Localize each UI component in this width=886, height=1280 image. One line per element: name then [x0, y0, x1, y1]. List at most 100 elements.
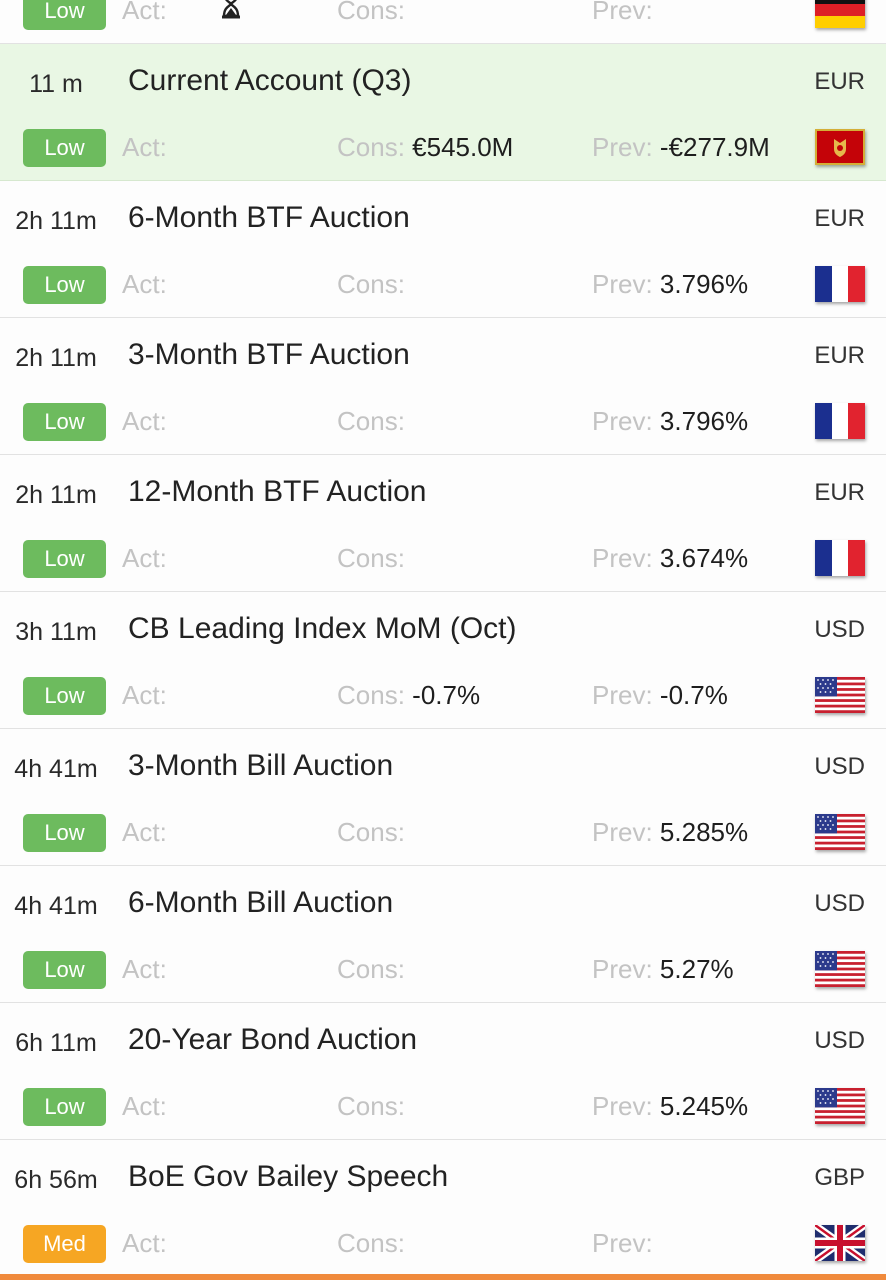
- event-time: 4h 41m: [14, 892, 98, 920]
- event-time: 6h 56m: [14, 1166, 98, 1194]
- consensus-field: Cons:: [337, 269, 405, 300]
- event-currency: USD: [814, 1027, 865, 1054]
- actual-field: Act:: [122, 543, 167, 574]
- event-time: 4h 41m: [14, 755, 98, 783]
- event-row-20-year-bond[interactable]: 6h 11m 20-Year Bond Auction USD Low Act:…: [0, 1003, 886, 1140]
- actual-field: Act:: [122, 954, 167, 985]
- actual-field: Act:: [122, 817, 167, 848]
- event-row-6-month-bill[interactable]: 4h 41m 6-Month Bill Auction USD Low Act:…: [0, 866, 886, 1003]
- previous-label: Prev:: [592, 0, 653, 25]
- previous-value: -€277.9M: [659, 132, 770, 162]
- event-row-cb-leading-index[interactable]: 3h 11m CB Leading Index MoM (Oct) USD Lo…: [0, 592, 886, 729]
- hourglass-icon: [218, 0, 244, 24]
- actual-label: Act:: [122, 269, 167, 299]
- previous-label: Prev:: [592, 680, 653, 710]
- previous-label: Prev:: [592, 954, 653, 984]
- event-time: 3h 11m: [15, 618, 97, 646]
- consensus-label: Cons:: [337, 1091, 405, 1121]
- consensus-label: Cons:: [337, 269, 405, 299]
- usa-flag: [815, 677, 865, 713]
- impact-badge: Low: [23, 129, 106, 167]
- previous-field: Prev:: [592, 0, 653, 26]
- actual-label: Act:: [122, 1228, 167, 1258]
- actual-field: Act:: [122, 269, 167, 300]
- actual-field: Act:: [122, 132, 167, 163]
- impact-badge: Low: [23, 0, 106, 30]
- consensus-field: Cons: €545.0M: [337, 132, 513, 163]
- event-time: 2h 11m: [15, 344, 97, 372]
- consensus-label: Cons:: [337, 680, 405, 710]
- event-row-boe-bailey-speech[interactable]: 6h 56m BoE Gov Bailey Speech GBP Med Act…: [0, 1140, 886, 1277]
- event-row-current-account[interactable]: 11 m Current Account (Q3) EUR Low Act: C…: [0, 44, 886, 181]
- consensus-field: Cons:: [337, 1091, 405, 1122]
- usa-flag: [815, 951, 865, 987]
- actual-label: Act:: [122, 132, 167, 162]
- consensus-field: Cons:: [337, 954, 405, 985]
- actual-label: Act:: [122, 543, 167, 573]
- previous-field: Prev: 3.674%: [592, 543, 748, 574]
- event-row-3-month-btf[interactable]: 2h 11m 3-Month BTF Auction EUR Low Act: …: [0, 318, 886, 455]
- usa-flag: [815, 814, 865, 850]
- previous-field: Prev:: [592, 1228, 653, 1259]
- previous-value: 3.796%: [659, 269, 749, 299]
- consensus-label: Cons:: [337, 1228, 405, 1258]
- event-title: BoE Gov Bailey Speech: [128, 1160, 449, 1193]
- previous-value: 3.796%: [659, 406, 749, 436]
- consensus-label: Cons:: [337, 817, 405, 847]
- previous-value: 5.285%: [659, 817, 749, 847]
- previous-field: Prev: 5.245%: [592, 1091, 748, 1122]
- impact-badge: Low: [23, 540, 106, 578]
- event-row-6-month-btf[interactable]: 2h 11m 6-Month BTF Auction EUR Low Act: …: [0, 181, 886, 318]
- consensus-field: Cons:: [337, 543, 405, 574]
- event-currency: EUR: [814, 68, 865, 95]
- previous-field: Prev: 5.27%: [592, 954, 734, 985]
- previous-label: Prev:: [592, 132, 653, 162]
- previous-label: Prev:: [592, 1091, 653, 1121]
- event-time: 6h 11m: [15, 1029, 97, 1057]
- montenegro-flag: [815, 129, 865, 165]
- previous-value: 3.674%: [659, 543, 749, 573]
- consensus-field: Cons:: [337, 0, 405, 26]
- event-title: Current Account (Q3): [128, 64, 412, 97]
- impact-badge: Low: [23, 266, 106, 304]
- previous-value: 5.27%: [659, 954, 734, 984]
- consensus-field: Cons:: [337, 1228, 405, 1259]
- event-time: 2h 11m: [15, 481, 97, 509]
- event-title: 20-Year Bond Auction: [128, 1023, 418, 1056]
- previous-label: Prev:: [592, 269, 653, 299]
- actual-label: Act:: [122, 817, 167, 847]
- event-currency: USD: [814, 753, 865, 780]
- impact-badge: Low: [23, 677, 106, 715]
- previous-label: Prev:: [592, 817, 653, 847]
- previous-label: Prev:: [592, 1228, 653, 1258]
- consensus-label: Cons:: [337, 132, 405, 162]
- previous-label: Prev:: [592, 543, 653, 573]
- france-flag: [815, 266, 865, 302]
- france-flag: [815, 403, 865, 439]
- consensus-label: Cons:: [337, 406, 405, 436]
- consensus-value: €545.0M: [412, 132, 514, 162]
- event-row-3-month-bill[interactable]: 4h 41m 3-Month Bill Auction USD Low Act:…: [0, 729, 886, 866]
- event-row-12-month-btf[interactable]: 2h 11m 12-Month BTF Auction EUR Low Act:…: [0, 455, 886, 592]
- event-title: CB Leading Index MoM (Oct): [128, 612, 517, 645]
- previous-field: Prev: 3.796%: [592, 269, 748, 300]
- event-title: 3-Month Bill Auction: [128, 749, 394, 782]
- event-currency: EUR: [814, 342, 865, 369]
- previous-value: -0.7%: [659, 680, 728, 710]
- usa-flag: [815, 1088, 865, 1124]
- actual-label: Act:: [122, 406, 167, 436]
- france-flag: [815, 540, 865, 576]
- actual-label: Act:: [122, 1091, 167, 1121]
- impact-badge: Low: [23, 403, 106, 441]
- event-title: 3-Month BTF Auction: [128, 338, 410, 371]
- impact-badge: Med: [23, 1225, 106, 1263]
- previous-field: Prev: -€277.9M: [592, 132, 770, 163]
- consensus-label: Cons:: [337, 954, 405, 984]
- event-currency: EUR: [814, 479, 865, 506]
- event-time: 2h 11m: [15, 207, 97, 235]
- consensus-label: Cons:: [337, 543, 405, 573]
- event-currency: USD: [814, 890, 865, 917]
- event-row[interactable]: Low Act: Cons: Prev:: [0, 0, 886, 44]
- previous-field: Prev: -0.7%: [592, 680, 728, 711]
